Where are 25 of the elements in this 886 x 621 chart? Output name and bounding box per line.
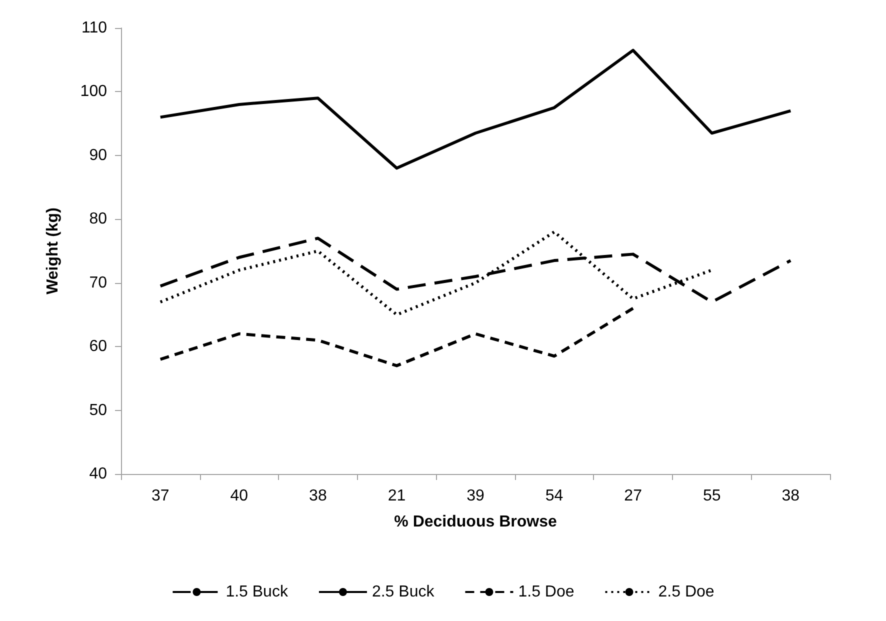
x-tick-label: 37 <box>151 488 170 504</box>
line-series <box>158 306 635 368</box>
x-tick-label: 21 <box>388 488 406 504</box>
x-tick-label: 55 <box>702 488 721 504</box>
x-tick-label: 38 <box>309 488 327 504</box>
y-tick-label: 50 <box>89 402 108 419</box>
y-tick-label: 100 <box>80 83 108 100</box>
legend-label: 1.5 Buck <box>226 584 289 600</box>
x-tick-label: 38 <box>782 488 800 504</box>
y-tick-label: 70 <box>89 274 108 292</box>
y-tick-label: 90 <box>89 146 108 164</box>
x-tick-label: 39 <box>466 488 484 504</box>
x-tick-label: 54 <box>545 488 564 504</box>
legend-label: 2.5 Buck <box>372 584 436 600</box>
legend-label: 1.5 Doe <box>518 584 574 600</box>
y-axis-title: Weight (kg) <box>44 208 62 294</box>
y-tick-label: 60 <box>89 338 108 356</box>
x-axis-title: % Deciduous Browse <box>394 514 557 530</box>
y-tick-label: 40 <box>89 466 108 482</box>
line-series <box>158 48 792 170</box>
legend-label: 2.5 Doe <box>658 584 714 600</box>
y-tick-label: 110 <box>81 20 108 36</box>
x-tick-label: 40 <box>230 488 248 504</box>
y-tick-label: 80 <box>89 210 108 228</box>
x-tick-label: 27 <box>624 488 642 504</box>
